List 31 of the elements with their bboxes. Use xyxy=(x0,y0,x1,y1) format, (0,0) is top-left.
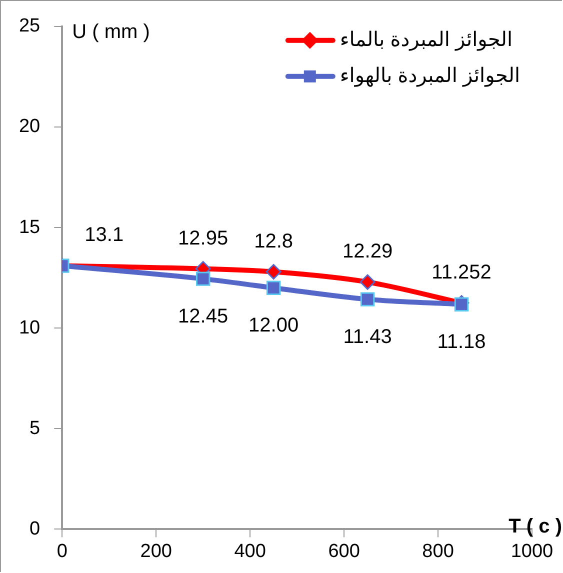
point xyxy=(266,264,282,280)
point xyxy=(266,280,281,295)
y-tick-label: 20 xyxy=(18,116,40,138)
point xyxy=(360,274,376,290)
legend-label: الجوائز المبردة بالماء xyxy=(340,28,513,51)
data-label: 13.1 xyxy=(84,224,124,246)
data-label: 12.29 xyxy=(342,240,393,263)
point xyxy=(360,292,375,306)
x-tick-label: 800 xyxy=(422,540,454,562)
x-axis-title: T ( c ) xyxy=(508,516,562,538)
y-tick-label: 5 xyxy=(30,418,40,439)
x-tick-label: 200 xyxy=(140,540,172,562)
x-tick-label: 0 xyxy=(56,540,68,562)
data-label: 12.95 xyxy=(178,227,228,250)
y-tick-label: 0 xyxy=(30,518,40,540)
x-tick-label: 400 xyxy=(234,540,266,562)
data-label: 12.45 xyxy=(178,305,228,328)
y-tick-label: 10 xyxy=(18,317,40,338)
data-label: 11.18 xyxy=(437,330,486,353)
legend-label: الجوائز المبردة بالهواء xyxy=(340,64,520,87)
y-tick-label: 15 xyxy=(18,216,40,238)
point xyxy=(196,272,210,286)
data-label: 11.252 xyxy=(432,261,492,284)
data-label: 11.43 xyxy=(343,326,392,348)
point xyxy=(454,297,469,312)
data-label: 12.00 xyxy=(248,314,299,336)
y-axis-title: U ( mm ) xyxy=(72,20,150,43)
x-tick-label: 600 xyxy=(328,540,360,562)
x-tick-label: 1000 xyxy=(510,540,554,562)
y-tick-label: 25 xyxy=(18,16,40,37)
data-label: 12.8 xyxy=(254,230,294,252)
